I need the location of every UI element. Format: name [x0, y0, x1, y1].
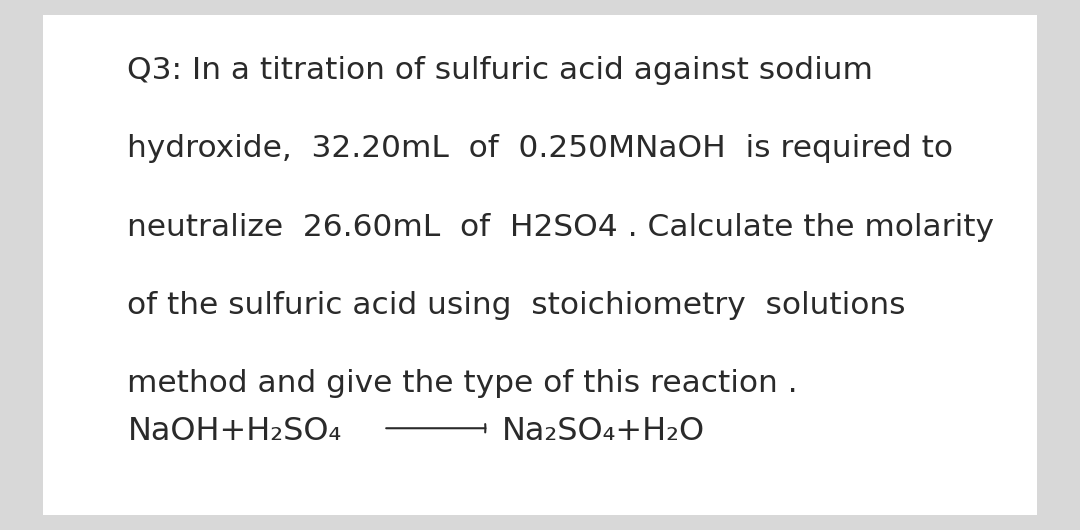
- Text: of the sulfuric acid using  stoichiometry  solutions: of the sulfuric acid using stoichiometry…: [127, 291, 906, 320]
- Text: NaOH+H₂SO₄: NaOH+H₂SO₄: [127, 417, 341, 447]
- FancyBboxPatch shape: [43, 15, 1037, 515]
- Text: hydroxide,  32.20mL  of  0.250MNaOH  is required to: hydroxide, 32.20mL of 0.250MNaOH is requ…: [127, 134, 954, 163]
- Text: neutralize  26.60mL  of  H2SO4 . Calculate the molarity: neutralize 26.60mL of H2SO4 . Calculate …: [127, 213, 995, 242]
- Text: method and give the type of this reaction .: method and give the type of this reactio…: [127, 369, 798, 399]
- Text: Na₂SO₄+H₂O: Na₂SO₄+H₂O: [502, 417, 705, 447]
- Text: Q3: In a titration of sulfuric acid against sodium: Q3: In a titration of sulfuric acid agai…: [127, 56, 874, 85]
